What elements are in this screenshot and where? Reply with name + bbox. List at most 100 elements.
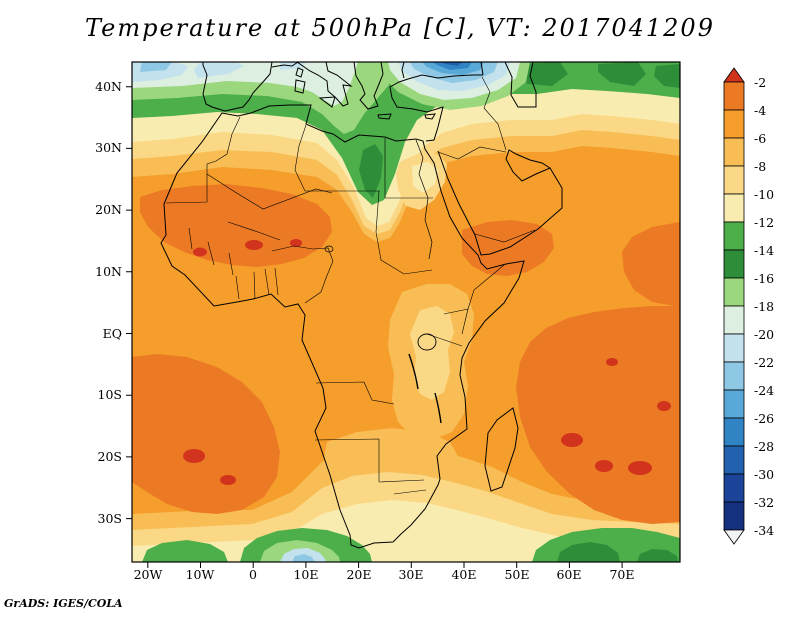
lat-tick-marks <box>126 86 132 520</box>
colorbar-segment <box>723 501 745 531</box>
iberia-coastline-west <box>202 62 226 112</box>
temp-wedge-north-pale <box>132 62 358 106</box>
lat-label-10n: 10N <box>95 264 122 279</box>
lake-tanganyika <box>408 353 419 390</box>
lon-label-40e: 40E <box>451 567 477 582</box>
lake-chad <box>324 245 334 253</box>
colorbar-segment <box>723 81 745 111</box>
colorbar-label: -26 <box>754 411 775 426</box>
colorbar-segment <box>723 473 745 503</box>
lon-label-30e: 30E <box>398 567 424 582</box>
warm-core-spot <box>220 475 236 485</box>
temp-warm-south-atlantic <box>132 354 280 514</box>
colorbar-label: -24 <box>754 383 775 398</box>
crete-coastline <box>377 113 392 120</box>
colorbar-segment <box>723 305 745 335</box>
colorbar-segment <box>723 277 745 307</box>
border-turkey-iran-iraq <box>481 76 507 151</box>
france-south-coast <box>271 62 299 68</box>
warm-core-spot <box>245 240 263 250</box>
colorbar-label: -6 <box>754 131 767 146</box>
grads-credit: GrADS: IGES/COLA <box>4 597 123 610</box>
border-saudi-jordan-iraq <box>437 146 507 160</box>
lon-tick-marks <box>147 562 623 568</box>
lat-label-eq: EQ <box>102 326 122 341</box>
lon-label-70e: 70E <box>609 567 635 582</box>
colorbar-label: -14 <box>754 243 775 258</box>
lon-label-50e: 50E <box>504 567 530 582</box>
border-car-drc <box>380 259 433 275</box>
lon-label-10e: 10E <box>293 567 319 582</box>
lat-label-40n: 40N <box>95 79 122 94</box>
temp-cold-bottom-right-core-1 <box>557 542 620 562</box>
lat-label-20n: 20N <box>95 202 122 217</box>
colorbar-segment <box>723 389 745 419</box>
warm-core-spot <box>606 358 618 366</box>
border-chad-sudan <box>375 190 382 261</box>
corsica-coastline <box>295 67 304 78</box>
border-morocco-algeria <box>165 116 241 204</box>
colorbar-segment <box>723 417 745 447</box>
colorbar-segment <box>723 165 745 195</box>
border-egypt-libya-sudan <box>384 138 433 199</box>
sardinia-coastline <box>294 79 306 94</box>
colorbar-label: -12 <box>754 215 775 230</box>
colorbar-label: -32 <box>754 495 775 510</box>
lon-label-0: 0 <box>249 567 257 582</box>
country-borders <box>165 76 536 495</box>
border-drc-angola-zambia <box>315 381 395 405</box>
border-algeria-tunisia-libya <box>294 124 380 192</box>
temp-blacksea-deeper-blue <box>441 62 462 66</box>
border-west-africa-1 <box>188 227 234 276</box>
colorbar-label: -22 <box>754 355 775 370</box>
temp-blacksea-deep-blue <box>432 62 472 70</box>
iberia-coastline-east <box>224 62 273 112</box>
temp-dark-green-topright-2 <box>654 64 680 88</box>
lon-label-20e: 20E <box>346 567 372 582</box>
colorbar-scale <box>723 67 745 545</box>
colorbar-label: -4 <box>754 103 767 118</box>
sicily-coastline <box>318 96 336 108</box>
colorbar-arrow-up <box>723 67 745 83</box>
warm-core-spot <box>628 461 652 475</box>
temperature-shading <box>132 62 680 562</box>
colorbar-segment <box>723 333 745 363</box>
caspian-coastline <box>504 62 537 108</box>
temp-egypt-pale-yellow <box>412 162 438 193</box>
colorbar-segment <box>723 221 745 251</box>
lake-malawi <box>434 392 442 424</box>
arabia-coastline <box>437 149 563 256</box>
temp-band-north-green <box>132 62 680 205</box>
temp-warm-sahel <box>140 184 332 267</box>
colorbar-label: -18 <box>754 299 775 314</box>
lon-label-60e: 60E <box>556 567 582 582</box>
temp-warm-arabian-sea <box>622 222 680 307</box>
lat-label-30n: 30N <box>95 140 122 155</box>
madagascar-coastline <box>484 407 519 492</box>
warm-core-spot <box>193 247 207 257</box>
temp-dark-green-topright-1 <box>598 62 646 86</box>
blacksea-west-coast <box>401 62 405 79</box>
colorbar-label: -28 <box>754 439 775 454</box>
colorbar-segment <box>723 445 745 475</box>
lat-label-30s: 30S <box>97 511 122 526</box>
colorbar-label: -20 <box>754 327 775 342</box>
lon-label-20w: 20W <box>133 567 163 582</box>
border-west-africa-2 <box>235 267 279 300</box>
colorbar-label: -2 <box>754 75 767 90</box>
cyprus-coastline <box>424 113 436 120</box>
greece-coastline <box>353 62 384 110</box>
temp-light-blue-nw <box>140 62 172 72</box>
colorbar: -2 -4 -6 -8 -10 -12 -14 -16 -18 -20 -22 … <box>718 60 800 565</box>
plot-frame <box>131 61 681 563</box>
chart-title: Temperature at 500hPa [C], VT: 201704120… <box>85 14 715 42</box>
warm-core-spot <box>595 460 613 472</box>
blacksea-east-coast <box>480 62 484 76</box>
warm-core-spot <box>183 449 205 463</box>
lat-label-20s: 20S <box>97 449 122 464</box>
colorbar-label: -34 <box>754 523 775 538</box>
colorbar-label: -30 <box>754 467 775 482</box>
warm-core-spot <box>657 401 671 411</box>
colorbar-segment <box>723 193 745 223</box>
